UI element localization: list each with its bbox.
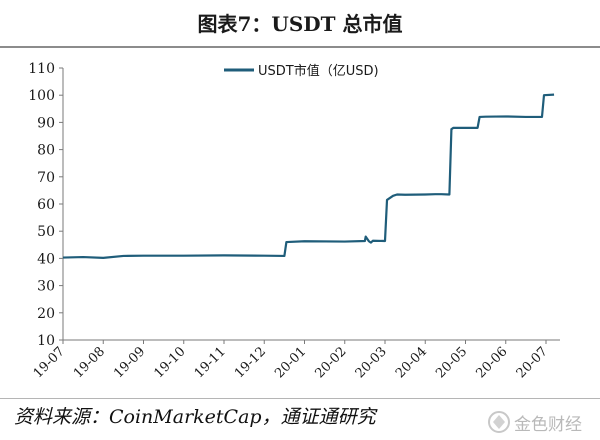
series-group [62,93,555,259]
y-tick-label: 70 [37,170,55,186]
brand-logo-icon [488,411,510,433]
title-divider [0,46,600,48]
brand-watermark: 金色财经 [488,408,582,436]
x-tick-label: 20-04 [393,344,430,381]
x-tick-label: 19-11 [192,344,229,381]
y-tick-label: 40 [37,251,55,267]
x-tick-label: 19-12 [232,344,269,381]
x-tick-label: 20-03 [353,344,390,381]
y-tick-label: 110 [28,61,55,77]
y-tick-label: 100 [28,88,55,104]
x-tick-label: 19-07 [31,344,68,381]
y-tick-label: 80 [37,143,55,159]
y-tick-label: 10 [37,333,55,349]
x-tick-label: 19-08 [71,344,108,381]
x-tick-label: 19-09 [111,344,148,381]
y-tick-label: 30 [37,279,55,295]
x-tick-label: 20-02 [312,344,349,381]
y-tick-label: 90 [37,115,55,131]
legend-group: USDT市值（亿USD) [224,63,379,79]
series-line [62,93,555,259]
source-note: 资料来源：CoinMarketCap，通证通研究 [14,406,376,428]
x-tick-label: 20-06 [473,344,510,381]
brand-name: 金色财经 [514,414,582,435]
x-tick-label: 20-07 [514,344,551,381]
legend-label: USDT市值（亿USD) [258,63,379,79]
chart-title: 图表7：USDT 总市值 [197,12,403,36]
x-tick-label: 20-05 [433,344,470,381]
y-tick-label: 20 [37,306,55,322]
x-tick-label: 20-01 [272,344,309,381]
source-divider [0,398,600,399]
y-tick-label: 60 [37,197,55,213]
y-tick-label: 50 [37,224,55,240]
x-tick-label: 19-10 [151,344,188,381]
axes-group [62,68,560,341]
